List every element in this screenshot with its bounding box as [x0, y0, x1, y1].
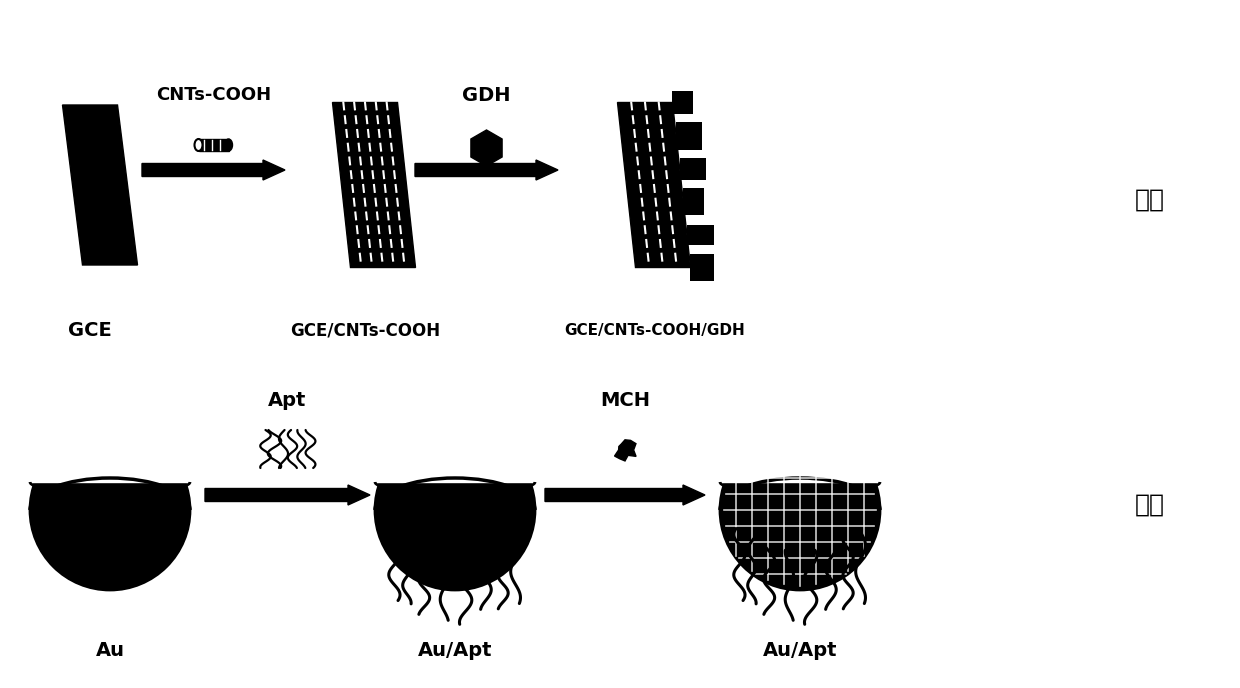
Bar: [672, 91, 693, 114]
Text: Au/Apt: Au/Apt: [418, 641, 492, 660]
FancyArrow shape: [205, 485, 370, 505]
Bar: [198, 139, 228, 151]
FancyArrow shape: [143, 160, 285, 180]
Text: CNTs-COOH: CNTs-COOH: [156, 86, 272, 104]
Polygon shape: [332, 103, 415, 268]
Text: Au: Au: [95, 641, 124, 660]
Bar: [687, 224, 714, 244]
Bar: [683, 188, 704, 215]
Bar: [691, 254, 714, 281]
Ellipse shape: [195, 139, 202, 151]
FancyArrow shape: [415, 160, 558, 180]
Bar: [25, 392, 195, 482]
FancyArrow shape: [546, 485, 706, 505]
Bar: [680, 158, 706, 180]
Text: GCE/CNTs-COOH: GCE/CNTs-COOH: [290, 321, 440, 339]
Text: 阳极: 阳极: [1135, 188, 1166, 212]
Text: Au/Apt: Au/Apt: [763, 641, 837, 660]
Text: MCH: MCH: [600, 391, 650, 409]
Ellipse shape: [224, 139, 233, 151]
Bar: [370, 392, 539, 482]
Polygon shape: [615, 440, 636, 461]
Text: 阴极: 阴极: [1135, 493, 1166, 517]
Text: GCE/CNTs-COOH/GDH: GCE/CNTs-COOH/GDH: [564, 323, 745, 338]
Text: GDH: GDH: [463, 85, 511, 105]
Bar: [676, 122, 702, 149]
Text: GCE: GCE: [68, 321, 112, 339]
Text: Apt: Apt: [268, 391, 306, 409]
Polygon shape: [618, 103, 691, 268]
Circle shape: [374, 430, 534, 590]
Circle shape: [30, 430, 190, 590]
Bar: [715, 392, 885, 482]
Polygon shape: [62, 105, 138, 265]
Circle shape: [720, 430, 880, 590]
